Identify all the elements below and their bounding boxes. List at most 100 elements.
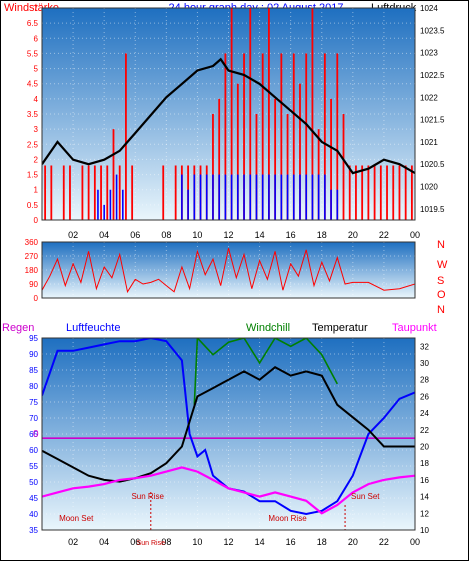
time-tick-label: 00 — [410, 537, 420, 547]
wind-gust-bar — [44, 165, 47, 220]
wind-gust-bar — [361, 165, 364, 220]
wind-gust-bar — [100, 165, 102, 220]
temperature-label: Temperatur — [312, 322, 368, 334]
wind-gust-bar — [305, 53, 308, 220]
panel3-grid — [42, 337, 416, 531]
humidity-tick-label: 45 — [29, 494, 38, 503]
pressure-line — [42, 57, 415, 175]
panel1-border — [41, 7, 416, 221]
wind-gust-bar — [355, 165, 357, 220]
wind-gust-bar — [106, 165, 109, 220]
wind-average-bar — [274, 174, 276, 220]
pressure-tick-label: 1024 — [420, 4, 438, 13]
wind-gust-bar — [336, 53, 339, 220]
wind-gust-bar — [342, 114, 345, 220]
wind-gust-bar — [280, 53, 283, 220]
wind-strength-tick-label: 2 — [34, 155, 39, 164]
wind-gust-bar — [112, 129, 115, 220]
wind-gust-bar — [311, 8, 314, 220]
wind-gust-bar — [268, 8, 270, 220]
pressure-tick-label: 1023 — [420, 49, 438, 58]
wind-gust-bar — [162, 165, 165, 220]
wind-average-bar — [261, 174, 264, 220]
wind-average-bar — [311, 174, 314, 220]
wind-direction-line — [42, 248, 415, 294]
dewpoint-line — [42, 466, 415, 515]
time-tick-label: 10 — [192, 230, 202, 240]
humidity-tick-label: 55 — [29, 462, 38, 471]
compass-direction-label: S — [437, 275, 444, 287]
compass-direction-label: O — [437, 289, 446, 301]
wind-gust-bar — [81, 165, 84, 220]
wind-strength-tick-label: 4 — [34, 95, 39, 104]
compass-direction-label: W — [437, 259, 448, 271]
wind-strength-tick-label: 0 — [34, 216, 39, 225]
moon-set-annotation: Moon Set — [59, 514, 94, 523]
wind-gust-bar — [69, 165, 71, 220]
time-tick-label: 20 — [348, 537, 358, 547]
wind-average-bar — [268, 174, 270, 220]
wind-average-bar — [286, 174, 289, 220]
temperature-tick-label: 30 — [420, 359, 429, 368]
temperature-tick-label: 32 — [420, 342, 429, 351]
wind-average-bar — [249, 174, 252, 220]
time-tick-label: 14 — [255, 230, 265, 240]
compass-direction-label: N — [437, 304, 445, 316]
wind-strength-tick-label: 3 — [34, 125, 39, 134]
time-tick-label: 22 — [379, 537, 389, 547]
time-tick-label: 14 — [255, 537, 265, 547]
wind-gust-bar — [398, 165, 401, 220]
wind-average-bar — [255, 174, 258, 220]
temperature-axis: 10 12 14 16 18 20 22 24 26 28 30 32 — [420, 342, 429, 535]
zero-marker-label: 0 — [33, 429, 39, 440]
direction-degree-tick-label: 360 — [25, 238, 39, 247]
wind-gust-bar — [87, 165, 90, 220]
direction-degree-tick-label: 180 — [25, 266, 39, 275]
wind-gust-series — [44, 8, 413, 220]
time-tick-label: 18 — [317, 537, 327, 547]
wind-average-bar — [193, 174, 196, 220]
wind-strength-tick-label: 6.5 — [27, 19, 39, 28]
wind-average-bar — [218, 174, 220, 220]
humidity-tick-label: 75 — [29, 398, 38, 407]
wind-average-bar — [280, 174, 283, 220]
wind-gust-bar — [392, 165, 395, 220]
pressure-tick-label: 1023.5 — [420, 26, 445, 35]
humidity-tick-label: 50 — [29, 478, 38, 487]
direction-degree-tick-label: 270 — [25, 252, 39, 261]
humidity-tick-label: 60 — [29, 446, 38, 455]
direction-degree-tick-label: 0 — [34, 294, 39, 303]
wind-average-bar — [336, 189, 339, 220]
wind-average-bar — [243, 174, 245, 220]
wind-average-bar — [205, 174, 208, 220]
temperature-tick-label: 24 — [420, 409, 429, 418]
wind-average-bar — [330, 189, 332, 220]
wind-gust-bar — [131, 165, 134, 220]
wind-strength-tick-label: 1.5 — [27, 171, 39, 180]
time-tick-label: 00 — [410, 230, 420, 240]
wind-gust-bar — [255, 114, 258, 220]
pressure-tick-label: 1021 — [420, 138, 438, 147]
wind-gust-bar — [286, 114, 289, 220]
panel3-border — [41, 337, 416, 531]
time-tick-label: 08 — [161, 230, 171, 240]
wind-gust-bar — [50, 165, 53, 220]
panel1-background — [42, 8, 415, 220]
wind-gust-bar — [62, 165, 65, 220]
time-tick-label: 02 — [68, 537, 78, 547]
direction-degree-tick-label: 90 — [29, 280, 38, 289]
wind-gust-bar — [404, 165, 407, 220]
time-tick-label: 18 — [317, 230, 327, 240]
wind-gust-bar — [410, 165, 413, 220]
temperature-humidity-panel: Sun Rise Sun Set Moon Set Moon Rise 35 40 45 5… — [29, 334, 429, 547]
wind-gust-bar — [292, 53, 295, 220]
wind-gust-bar — [118, 165, 121, 220]
wind-gust-bar — [274, 98, 277, 220]
humidity-tick-label: 95 — [29, 334, 38, 343]
wind-gust-bar — [323, 53, 326, 220]
sun-set-annotation: Sun Set — [351, 492, 380, 501]
wind-strength-tick-label: 5.5 — [27, 49, 39, 58]
panel2-background — [42, 242, 415, 298]
